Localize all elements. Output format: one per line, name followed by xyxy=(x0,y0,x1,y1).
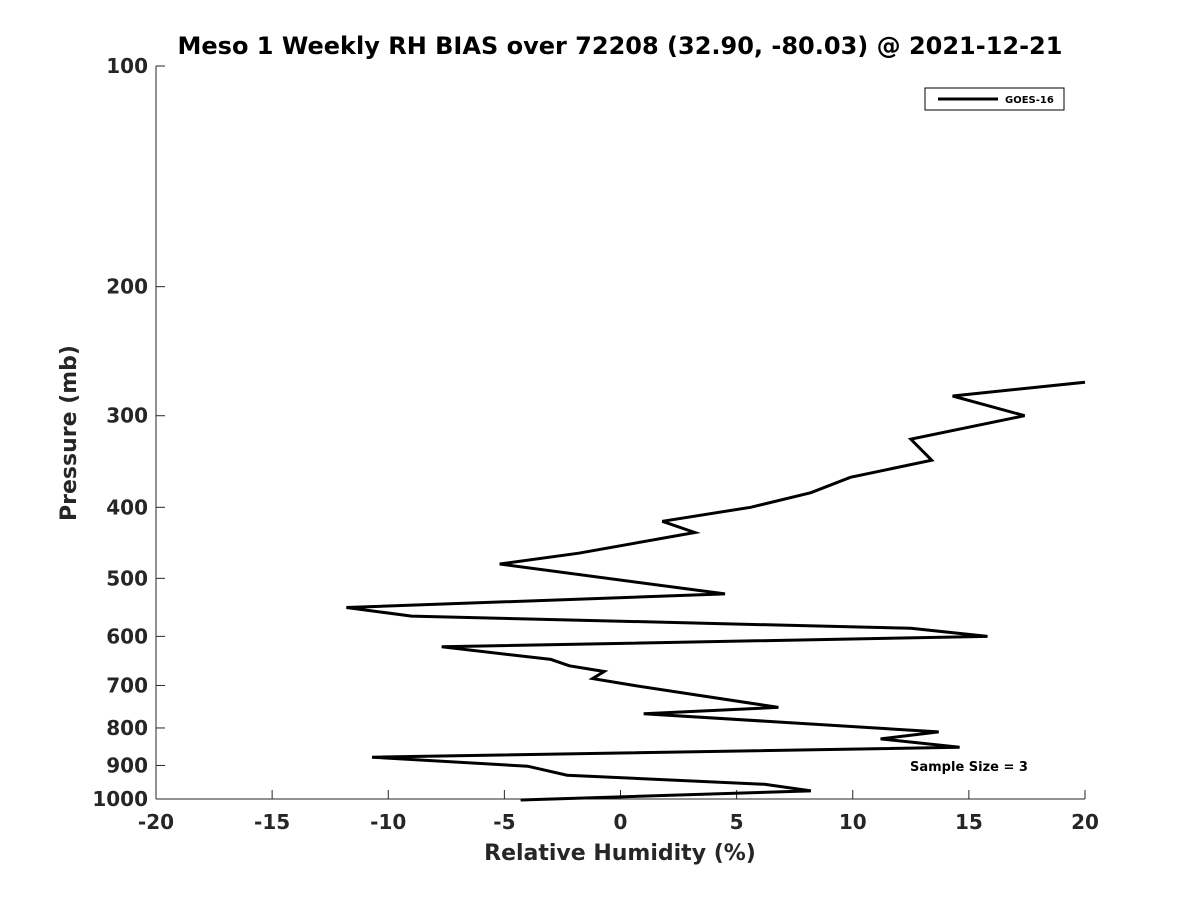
x-tick-label: -20 xyxy=(138,810,174,834)
x-tick-label: 5 xyxy=(730,810,744,834)
x-tick-label: 20 xyxy=(1071,810,1099,834)
y-tick-label: 800 xyxy=(106,716,148,740)
x-axis-label: Relative Humidity (%) xyxy=(484,841,756,866)
sample-size-annotation: Sample Size = 3 xyxy=(910,760,1028,775)
y-tick-label: 100 xyxy=(106,54,148,78)
y-tick-label: 600 xyxy=(106,624,148,648)
series-line-goes16 xyxy=(346,380,1086,802)
x-tick-label: 0 xyxy=(614,810,628,834)
y-axis-label: Pressure (mb) xyxy=(57,345,82,521)
tick-marks xyxy=(155,65,1086,800)
tick-labels: -20 -15 -10 -5 0 5 10 15 20 100 200 300 400 500 600 700… xyxy=(92,54,1099,834)
chart-title: Meso 1 Weekly RH BIAS over 72208 (32.90,… xyxy=(178,32,1063,60)
x-tick-label: 10 xyxy=(839,810,867,834)
x-tick-label: 15 xyxy=(955,810,983,834)
x-tick-label: -5 xyxy=(493,810,515,834)
x-tick-label: -10 xyxy=(370,810,406,834)
legend-entry-goes16: GOES-16 xyxy=(1005,95,1054,106)
y-tick-label: 300 xyxy=(106,404,148,428)
y-tick-label: 1000 xyxy=(92,787,148,811)
y-tick-label: 900 xyxy=(106,753,148,777)
y-tick-label: 500 xyxy=(106,566,148,590)
y-tick-label: 700 xyxy=(106,673,148,697)
y-tick-label: 200 xyxy=(106,275,148,299)
y-tick-label: 400 xyxy=(106,495,148,519)
x-tick-label: -15 xyxy=(254,810,290,834)
legend: GOES-16 xyxy=(924,87,1065,111)
